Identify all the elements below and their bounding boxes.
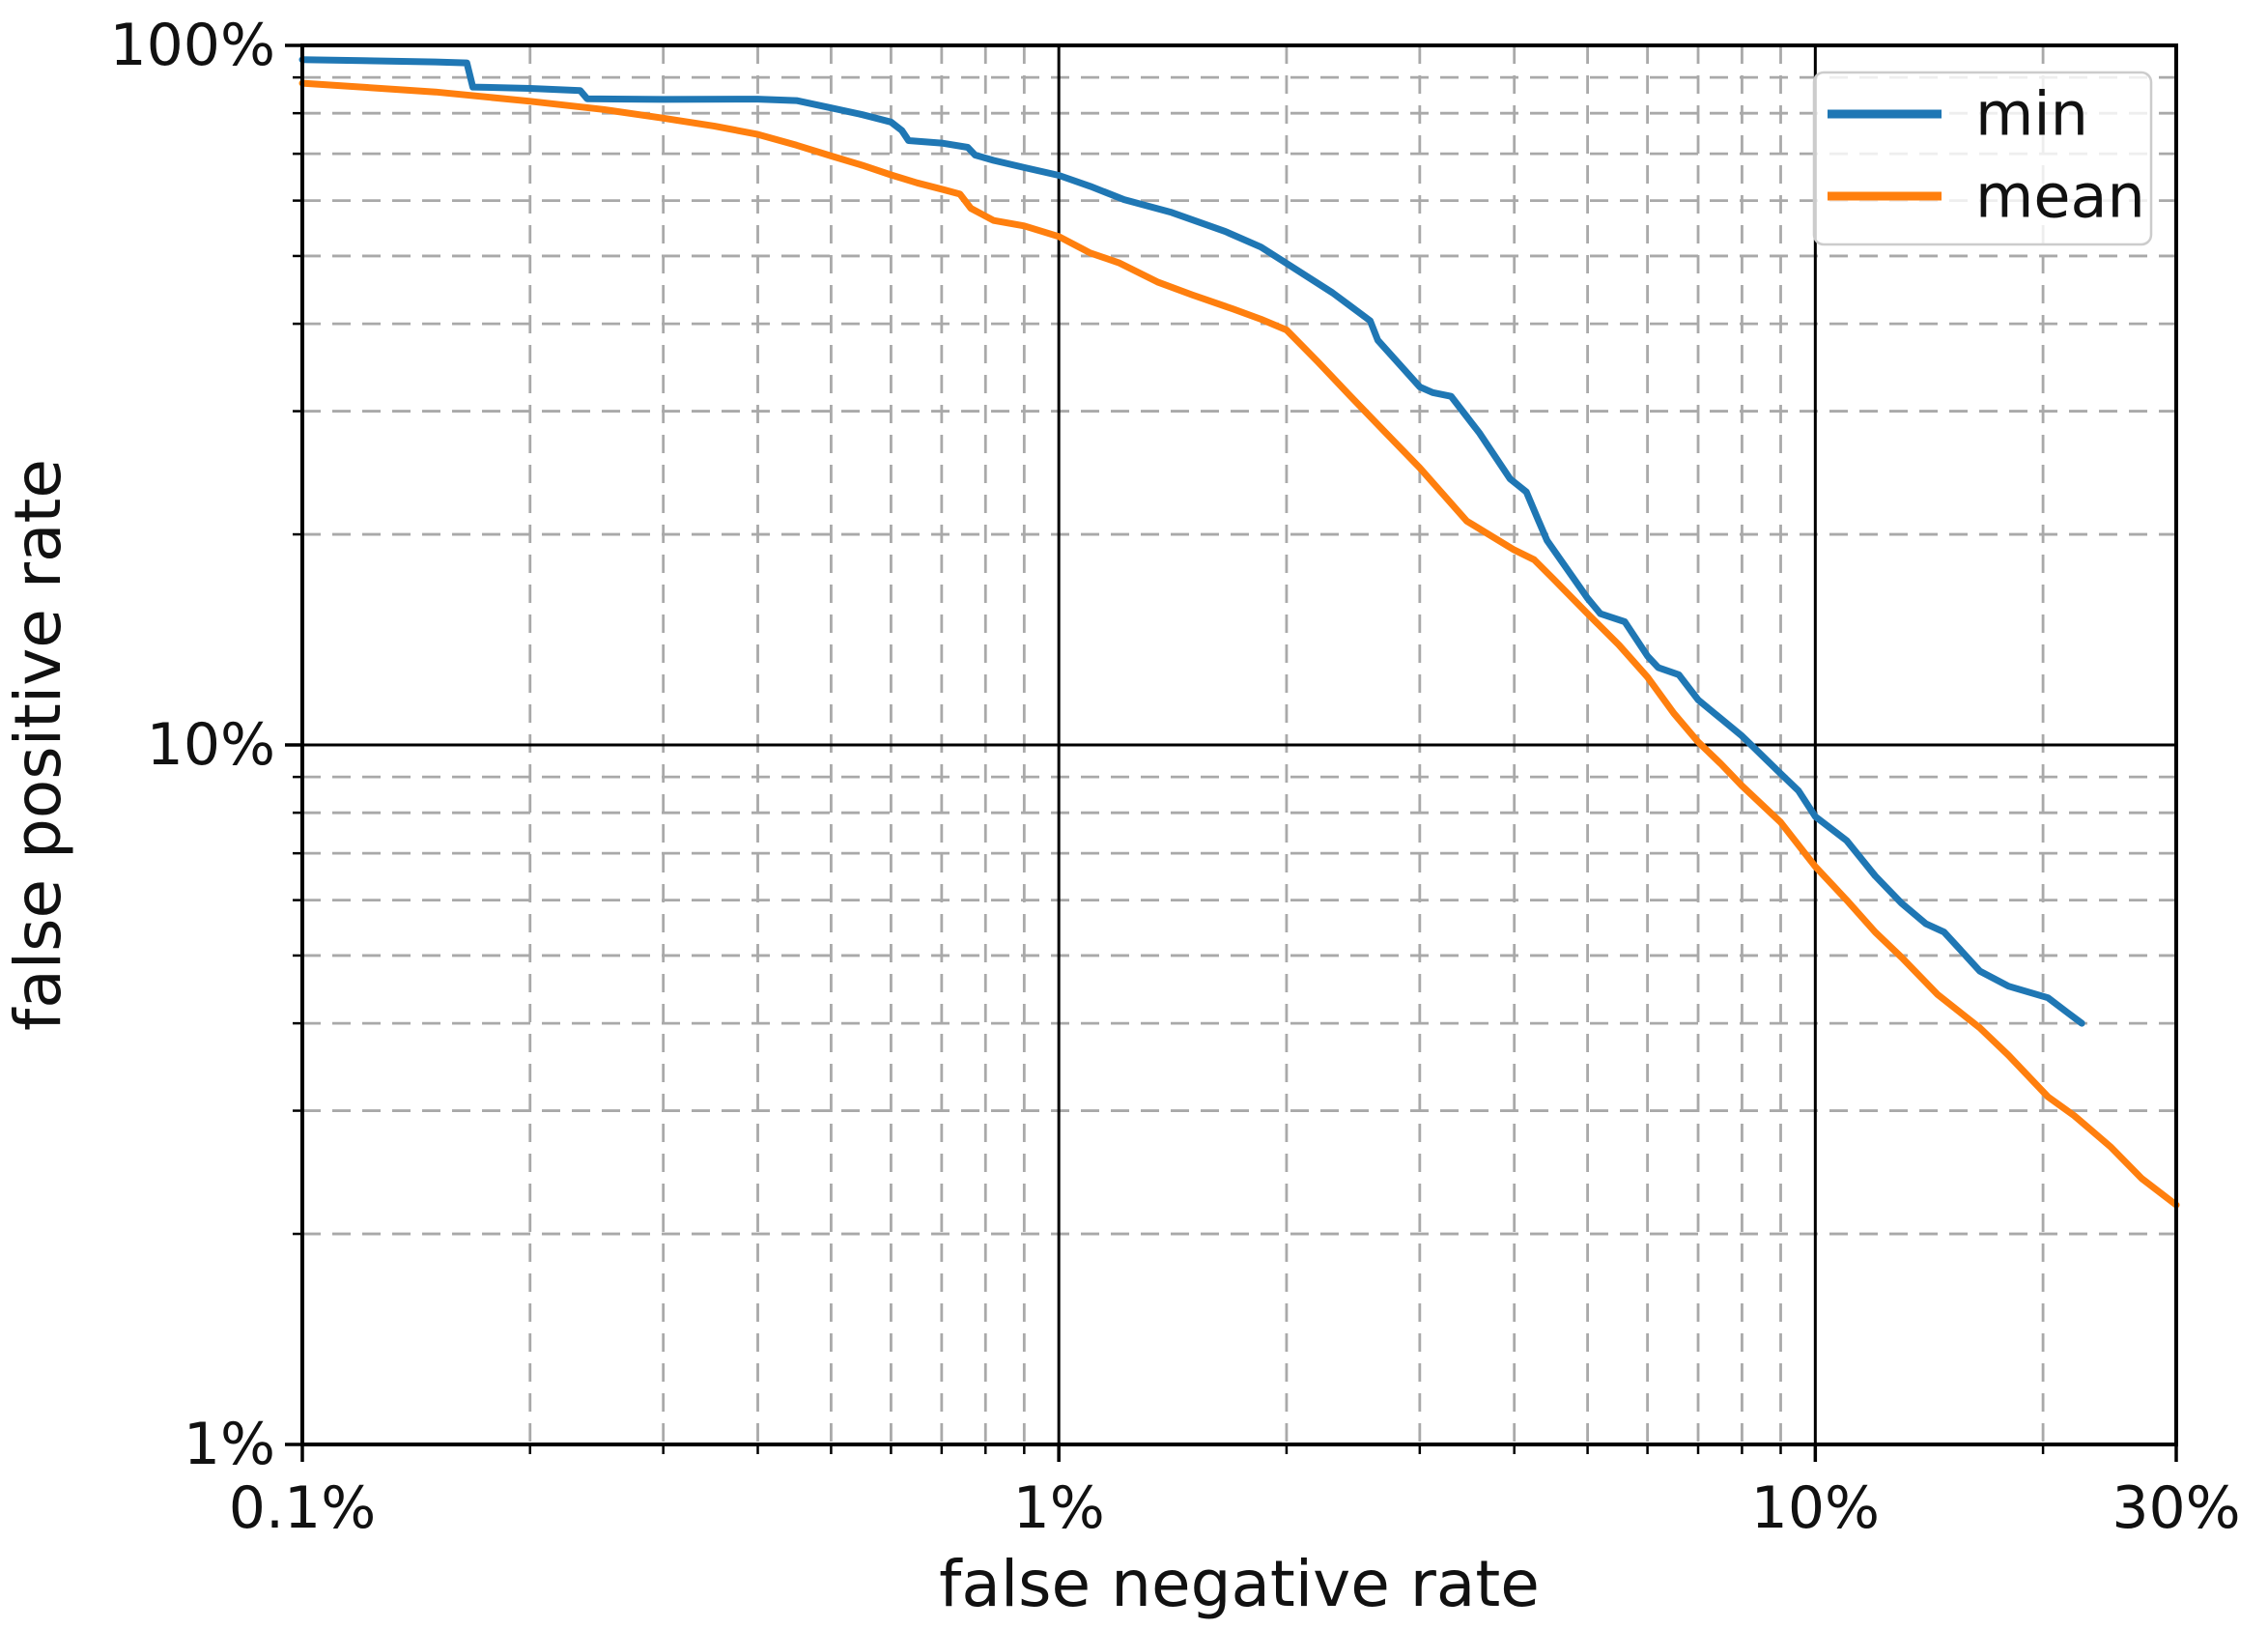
x-tick-label: 10% <box>1751 1474 1880 1542</box>
y-axis-label: false positive rate <box>1 459 75 1031</box>
x-axis-label: false negative rate <box>939 1547 1540 1621</box>
x-tick-label: 30% <box>2112 1474 2240 1542</box>
tick-marks <box>285 43 2178 1462</box>
x-tick-label: 1% <box>1013 1474 1105 1542</box>
y-tick-label: 10% <box>147 711 275 779</box>
x-tick-label: 0.1% <box>229 1474 376 1542</box>
legend-label-mean: mean <box>1975 161 2145 232</box>
tick-labels: 0.1% 1% 10% 30%100%10%1% <box>109 12 2240 1542</box>
legend-label-min: min <box>1975 79 2088 150</box>
curve-mean <box>298 79 2180 1209</box>
major-gridlines <box>302 45 2176 1444</box>
y-tick-label: 100% <box>109 12 275 79</box>
y-tick-label: 1% <box>184 1411 275 1478</box>
curve-min <box>298 56 2085 1027</box>
data-curves <box>298 56 2180 1209</box>
legend: min mean <box>1812 71 2153 246</box>
